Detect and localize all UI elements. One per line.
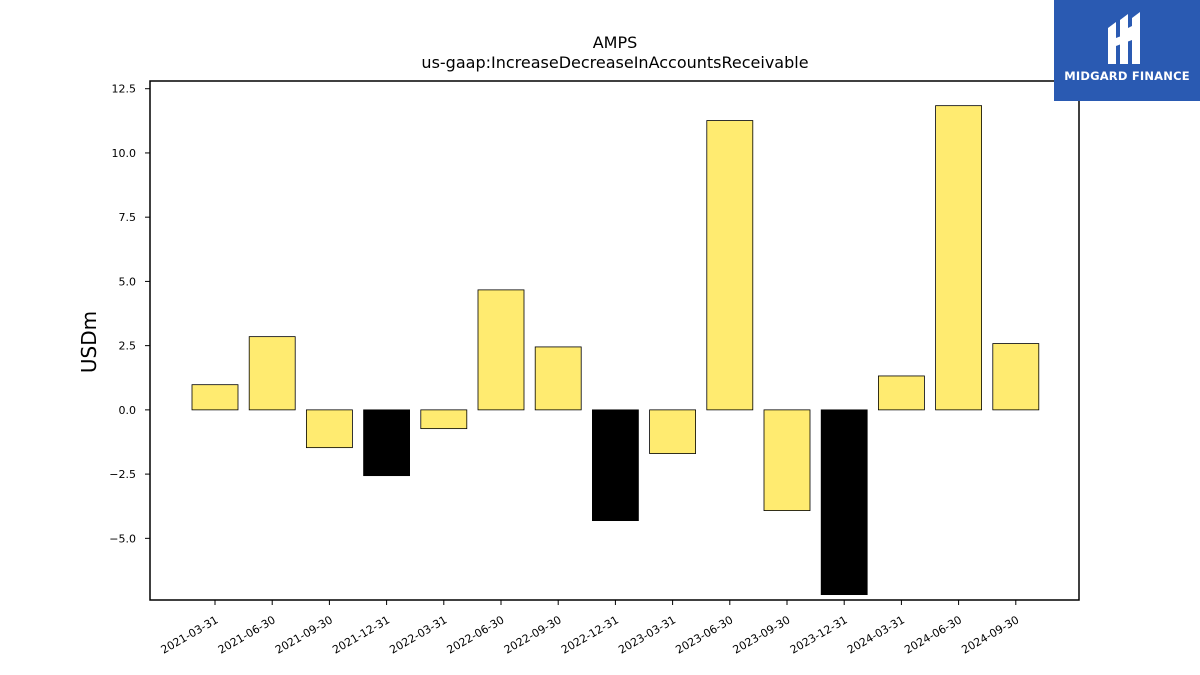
x-tick-label: 2021-12-31 — [330, 613, 392, 656]
bar-2021-06-30 — [248, 336, 296, 411]
x-tick-label: 2022-03-31 — [387, 613, 449, 656]
bar-2023-06-30 — [706, 120, 754, 411]
x-tick-label: 2022-09-30 — [502, 613, 564, 656]
y-tick-label: 10.0 — [112, 147, 137, 160]
x-tick-label: 2023-09-30 — [731, 613, 793, 656]
y-tick-label: 12.5 — [112, 83, 137, 96]
y-tick-label: −5.0 — [109, 532, 136, 545]
chart-subtitle: us-gaap:IncreaseDecreaseInAccountsReceiv… — [421, 53, 808, 72]
y-tick-label: 5.0 — [119, 275, 137, 288]
y-axis-label: USDm — [77, 311, 101, 373]
plot-frame — [149, 80, 1080, 601]
bar-2022-06-30 — [477, 289, 525, 411]
y-tick-label: 0.0 — [119, 404, 137, 417]
brand-logo: MIDGARD FINANCE — [1054, 0, 1200, 101]
bar-2022-12-31 — [592, 409, 639, 522]
x-tick-label: 2021-09-30 — [273, 613, 335, 656]
x-tick-label: 2022-06-30 — [445, 613, 507, 656]
y-tick-label: 7.5 — [119, 211, 137, 224]
y-tick-label: −2.5 — [109, 468, 136, 481]
x-tick-label: 2021-03-31 — [159, 613, 221, 656]
x-tick-label: 2024-06-30 — [902, 613, 964, 656]
x-tick-label: 2024-09-30 — [959, 613, 1021, 656]
midgard-logo-icon — [1108, 12, 1140, 64]
bar-2024-03-31 — [878, 375, 925, 411]
x-tick-label: 2021-06-30 — [216, 613, 278, 656]
bar-2024-09-30 — [992, 343, 1040, 411]
x-tick-label: 2022-12-31 — [559, 613, 621, 656]
x-tick-label: 2023-03-31 — [616, 613, 678, 656]
bar-2023-12-31 — [820, 409, 868, 596]
bars-group — [191, 105, 1040, 596]
y-tick-label: 2.5 — [119, 340, 137, 353]
bar-2022-03-31 — [420, 409, 468, 430]
x-tick-label: 2024-03-31 — [845, 613, 907, 656]
bar-2021-09-30 — [305, 409, 353, 449]
bar-2024-06-30 — [935, 105, 982, 411]
bar-2022-09-30 — [534, 346, 582, 411]
bar-2023-03-31 — [649, 409, 696, 454]
bar-2021-12-31 — [363, 409, 411, 477]
x-axis: 2021-03-312021-06-302021-09-302021-12-31… — [159, 600, 1021, 657]
x-tick-label: 2023-12-31 — [788, 613, 850, 656]
bar-2023-09-30 — [763, 409, 811, 511]
brand-name: MIDGARD FINANCE — [1064, 69, 1190, 83]
x-tick-label: 2023-06-30 — [673, 613, 735, 656]
chart-title: AMPS — [593, 33, 638, 52]
y-axis: −5.0 −2.5 0.0 2.5 5.0 7.5 10.0 12.5 — [109, 83, 150, 545]
bar-2021-03-31 — [191, 384, 239, 411]
